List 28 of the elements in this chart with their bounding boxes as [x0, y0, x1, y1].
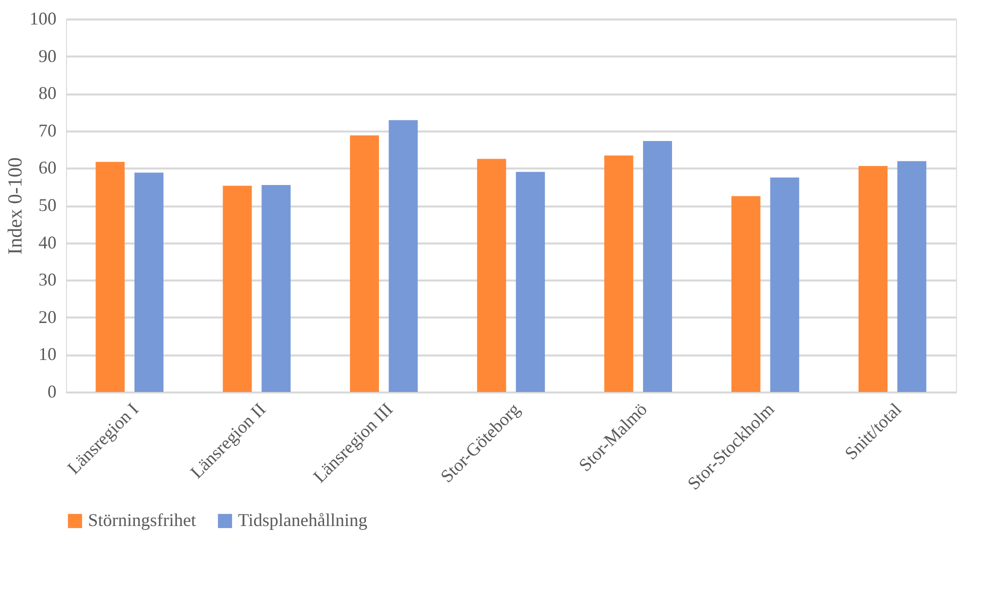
- bar: [134, 172, 164, 392]
- bar: [858, 166, 888, 392]
- bar: [262, 184, 291, 392]
- legend-label: Tidsplanehållning: [238, 510, 368, 530]
- y-axis-title: Index 0-100: [4, 157, 26, 255]
- bar: [604, 156, 634, 392]
- y-tick-label: 90: [38, 46, 56, 66]
- bar: [643, 140, 672, 392]
- bar: [770, 178, 800, 392]
- y-tick-label: 80: [38, 83, 56, 104]
- y-tick-label: 60: [38, 158, 56, 178]
- bar: [96, 162, 125, 392]
- y-tick-label: 100: [30, 8, 56, 28]
- bar: [516, 172, 545, 392]
- y-tick-label: 70: [38, 120, 56, 140]
- y-tick-label: 0: [48, 382, 56, 402]
- y-tick-label: 40: [38, 232, 56, 252]
- bar: [731, 196, 760, 392]
- y-tick-label: 30: [38, 270, 56, 290]
- bar: [897, 161, 926, 392]
- y-tick-label: 10: [38, 344, 56, 364]
- bar: [388, 120, 418, 392]
- bar: [477, 158, 506, 392]
- legend-label: Störningsfrihet: [88, 510, 196, 530]
- y-tick-label: 50: [38, 195, 56, 215]
- bar: [222, 186, 252, 392]
- y-tick-label: 20: [38, 306, 56, 327]
- bar: [350, 135, 379, 392]
